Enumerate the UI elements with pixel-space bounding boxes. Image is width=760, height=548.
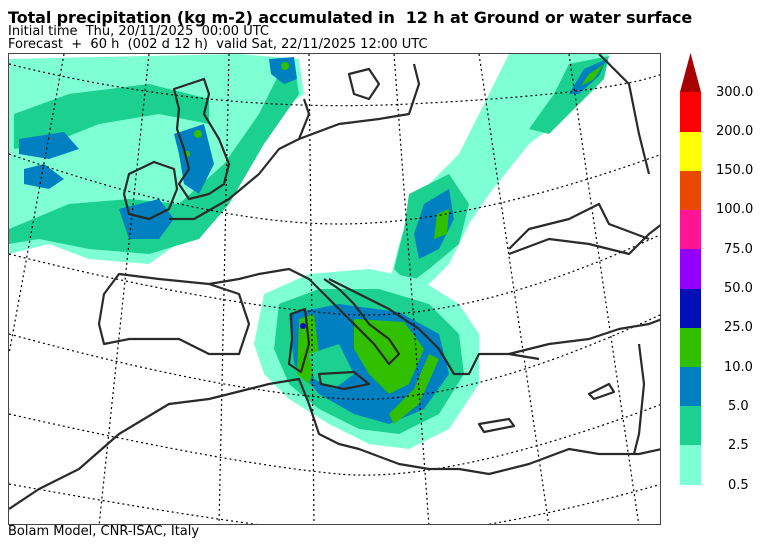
colorbar-label-100: 100.0 (716, 202, 754, 217)
map-canvas (9, 54, 660, 524)
colorbar-label-50: 50.0 (724, 281, 753, 296)
colorbar-label-200: 200.0 (716, 124, 754, 139)
model-credit: Bolam Model, CNR-ISAC, Italy (8, 524, 200, 539)
colorbar-label-75: 75.0 (724, 242, 753, 257)
colorbar-label-300: 300.0 (716, 85, 754, 100)
precipitation-map (8, 53, 661, 525)
colorbar-label-2-5: 2.5 (728, 438, 749, 453)
colorbar-label-150: 150.0 (716, 163, 754, 178)
colorbar-label-10: 10.0 (724, 360, 753, 375)
coastlines (9, 54, 660, 510)
colorbar-label-0-5: 0.5 (728, 478, 749, 493)
forecast-validity: Forecast + 60 h (002 d 12 h) valid Sat, … (8, 37, 428, 52)
colorbar-label-25: 25.0 (724, 320, 753, 335)
colorbar-graphic (680, 53, 701, 485)
colorbar-label-5: 5.0 (728, 399, 749, 414)
chart-title: Total precipitation (kg m-2) accumulated… (8, 8, 693, 27)
colorbar (680, 53, 701, 488)
colorbar-extend-arrow (680, 53, 701, 92)
initial-time: Initial time Thu, 20/11/2025 00:00 UTC (8, 24, 269, 39)
